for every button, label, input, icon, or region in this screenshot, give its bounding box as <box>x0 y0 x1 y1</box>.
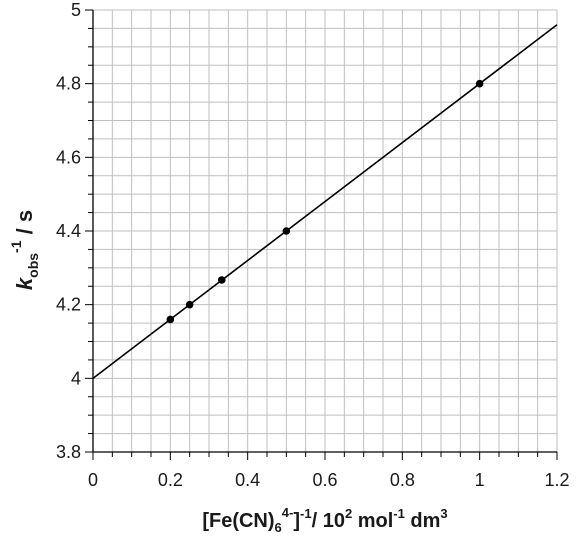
x-tick-label: 0 <box>88 470 98 490</box>
x-tick-label: 0.4 <box>235 470 260 490</box>
x-axis-title-sup: 4- <box>282 505 294 520</box>
axes <box>85 9 558 460</box>
x-axis-title-mol: mol <box>352 510 393 532</box>
x-axis-title-dm-sup: 3 <box>440 506 447 521</box>
x-tick-labels: 0 0.2 0.4 0.6 0.8 1 1.2 <box>88 470 570 490</box>
x-tick-label: 1 <box>475 470 485 490</box>
x-axis-title-prefix: [Fe(CN) <box>202 510 274 532</box>
x-axis-title-dm: dm <box>405 510 441 532</box>
y-axis-title-k: k <box>12 276 37 290</box>
y-tick-label: 4 <box>71 368 81 388</box>
x-axis-title-sup2: -1 <box>300 506 312 521</box>
x-tick-label: 1.2 <box>544 470 569 490</box>
y-tick-labels: 3.8 4 4.2 4.4 4.6 4.8 5 <box>56 0 81 462</box>
y-tick-label: 3.8 <box>56 442 81 462</box>
y-tick-label: 4.4 <box>56 221 81 241</box>
series <box>92 24 558 379</box>
x-axis-title-suffix: ] <box>293 510 300 532</box>
x-tick-label: 0.6 <box>312 470 337 490</box>
x-axis-title-unit-prefix: / 10 <box>312 510 345 532</box>
x-axis-title-unit-sup: 2 <box>345 506 352 521</box>
data-point <box>475 79 484 88</box>
data-point <box>217 276 226 284</box>
x-axis-title-sub: 6 <box>275 520 282 535</box>
data-point <box>282 227 291 235</box>
x-axis-title: [Fe(CN)64-]-1/ 102 mol-1 dm3 <box>202 505 447 535</box>
y-tick-label: 4.6 <box>56 147 81 167</box>
data-point <box>166 315 175 324</box>
y-axis-title-sub: obs <box>25 253 41 278</box>
y-tick-label: 4.2 <box>56 295 81 315</box>
y-tick-label: 5 <box>71 0 81 20</box>
x-axis-title-mol-sup: -1 <box>393 506 405 521</box>
x-tick-label: 0.2 <box>158 470 183 490</box>
y-tick-label: 4.8 <box>56 74 81 94</box>
y-axis-title-sup: -1 <box>8 240 24 253</box>
data-point <box>185 300 194 309</box>
y-axis-title-unit: / s <box>12 210 37 241</box>
y-axis-title: kobs-1 / s <box>8 210 41 290</box>
x-tick-label: 0.8 <box>390 470 415 490</box>
grid <box>93 9 558 452</box>
